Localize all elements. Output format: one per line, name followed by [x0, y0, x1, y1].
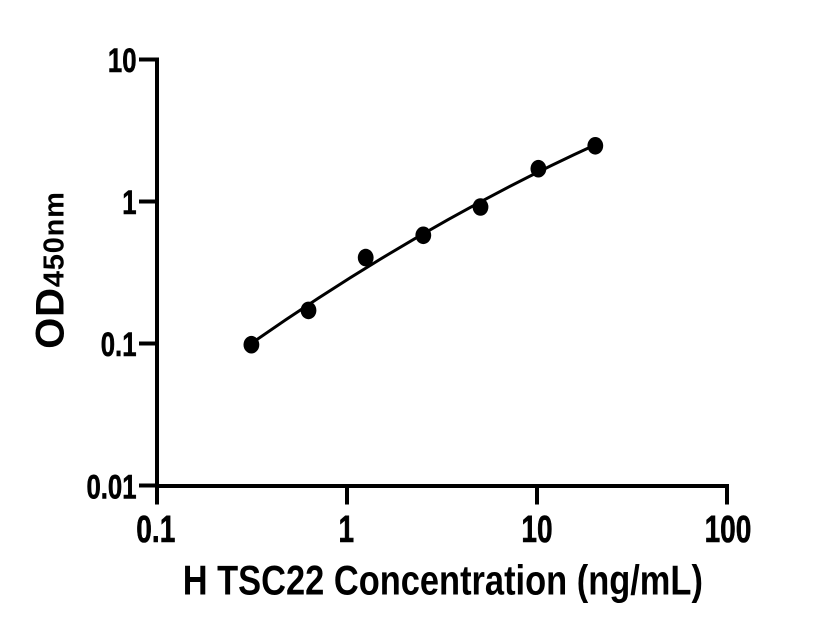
svg-text:0.1: 0.1 [136, 509, 175, 551]
svg-text:100: 100 [705, 509, 752, 551]
svg-text:0.01: 0.01 [86, 469, 136, 506]
svg-text:1: 1 [122, 185, 136, 222]
svg-text:10: 10 [521, 509, 552, 551]
svg-text:10: 10 [108, 43, 137, 80]
svg-text:H TSC22 Concentration (ng/mL): H TSC22 Concentration (ng/mL) [183, 557, 703, 604]
svg-text:0.1: 0.1 [101, 327, 137, 364]
svg-text:OD450nm: OD450nm [29, 191, 73, 349]
svg-text:1: 1 [338, 509, 354, 551]
